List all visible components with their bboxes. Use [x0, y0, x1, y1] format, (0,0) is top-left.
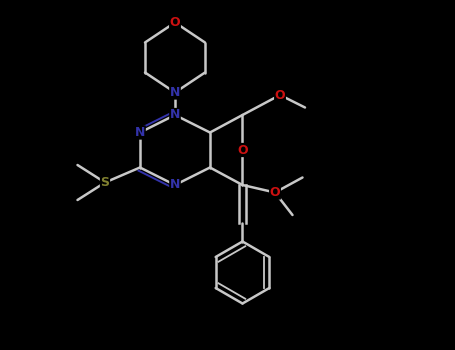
Text: O: O: [237, 144, 248, 156]
Text: N: N: [170, 178, 180, 191]
Text: O: O: [275, 89, 285, 101]
Text: S: S: [101, 176, 110, 189]
Text: O: O: [270, 186, 280, 199]
Text: N: N: [170, 108, 180, 121]
Text: N: N: [170, 86, 180, 99]
Text: N: N: [135, 126, 145, 139]
Text: O: O: [170, 16, 180, 29]
